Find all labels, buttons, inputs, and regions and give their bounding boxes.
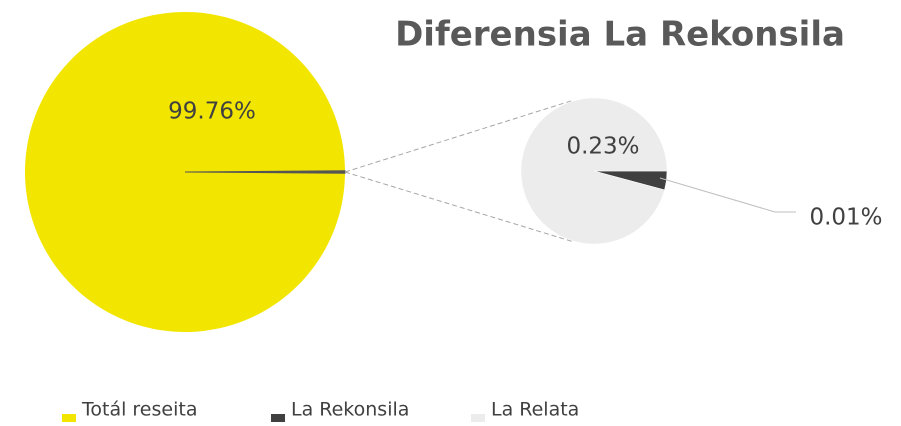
legend-swatch [62,414,76,422]
legend-swatch [471,414,485,422]
chart-title: Diferensia La Rekonsila [395,15,845,55]
data-label: 0.23% [566,134,639,160]
leader-line [659,177,796,213]
pie-slice [520,97,668,245]
legend-label: La Rekonsila [291,399,409,421]
data-label: 0.01% [809,205,882,231]
legend-label: La Relata [491,399,579,421]
connector [344,99,575,173]
legend-swatch [271,414,285,422]
legend-label: Totál reseita [81,399,197,421]
data-label: 99.76% [168,99,256,125]
